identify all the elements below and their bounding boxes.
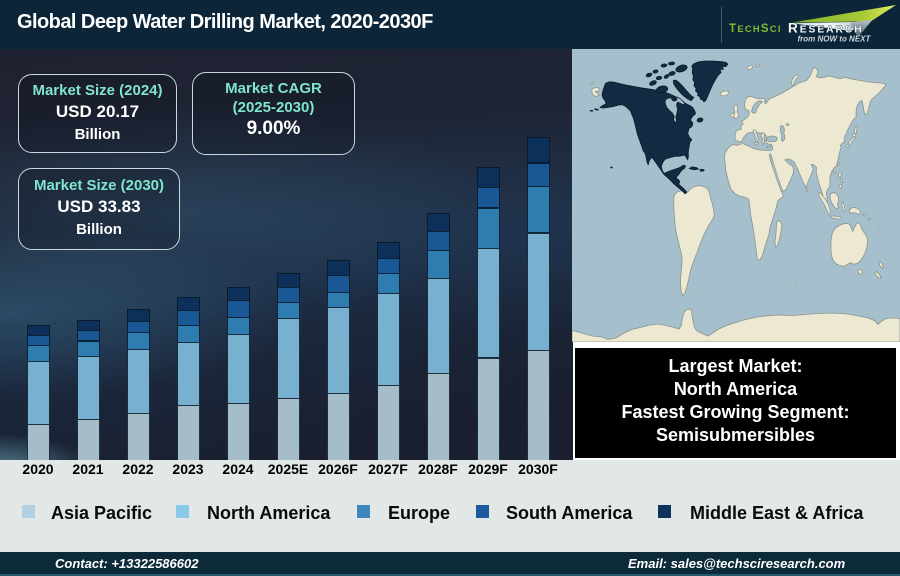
- svg-text:TECHSCI: TECHSCI: [729, 23, 782, 35]
- svg-text:RESEARCH: RESEARCH: [788, 20, 864, 35]
- svg-text:from NOW to NEXT: from NOW to NEXT: [798, 34, 872, 43]
